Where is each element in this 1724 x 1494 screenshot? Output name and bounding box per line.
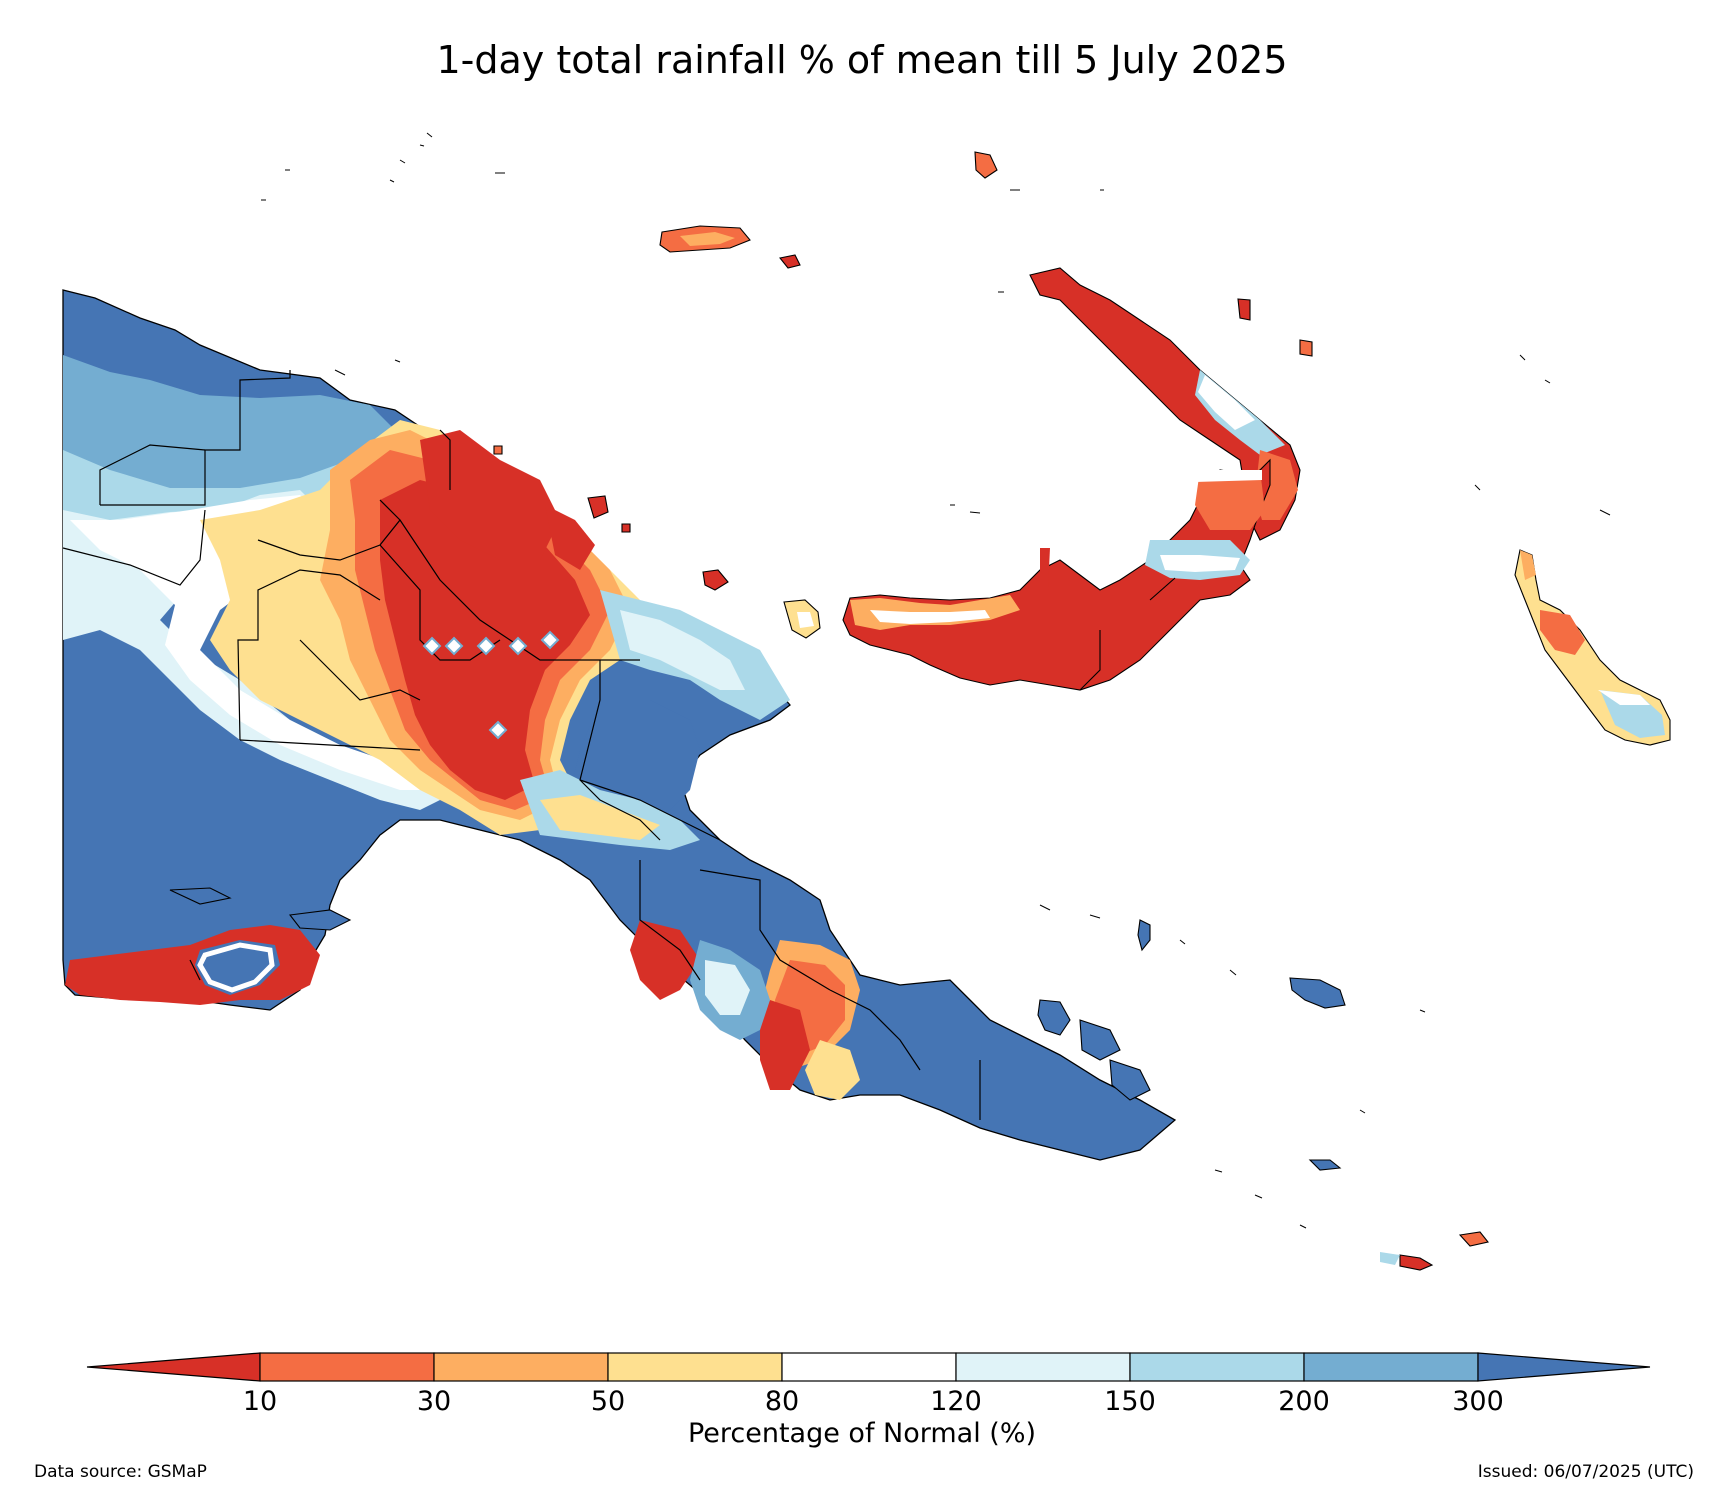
- colorbar-segment: [433, 1352, 609, 1382]
- data-source-note: Data source: GSMaP: [34, 1462, 207, 1482]
- issued-date-note: Issued: 06/07/2025 (UTC): [1477, 1462, 1694, 1482]
- colorbar-tick-label: 200: [1278, 1386, 1330, 1417]
- colorbar-segment: [259, 1352, 435, 1382]
- province-boundaries: [62, 370, 981, 1120]
- colorbar-low-arrow: [86, 1352, 261, 1382]
- colorbar-tick-label: 30: [416, 1386, 452, 1417]
- colorbar-high-arrow: [1477, 1352, 1651, 1382]
- mainland: [62, 289, 1177, 1161]
- map-title: 1-day total rainfall % of mean till 5 Ju…: [436, 38, 1288, 82]
- islands: [169, 151, 1671, 1271]
- colorbar-tick-label: 50: [590, 1386, 626, 1417]
- colorbar-tick-label: 150: [1104, 1386, 1156, 1417]
- island-trobriand: [1289, 977, 1346, 1009]
- colorbar-tick-label: 120: [930, 1386, 982, 1417]
- tiny-islets: [261, 132, 1611, 1229]
- colorbar-tick-label: 10: [242, 1386, 278, 1417]
- colorbar-title: Percentage of Normal (%): [687, 1418, 1037, 1449]
- colorbar-segment: [781, 1352, 957, 1382]
- colorbar-tick-label: 80: [764, 1386, 800, 1417]
- colorbar-segment: [955, 1352, 1131, 1382]
- colorbar-tick-label: 300: [1452, 1386, 1504, 1417]
- colorbar-segment: [607, 1352, 783, 1382]
- island-new-ireland: [1029, 267, 1301, 541]
- colorbar-segment: [1303, 1352, 1479, 1382]
- colorbar-segment: [1129, 1352, 1305, 1382]
- highland-markers: [422, 630, 560, 740]
